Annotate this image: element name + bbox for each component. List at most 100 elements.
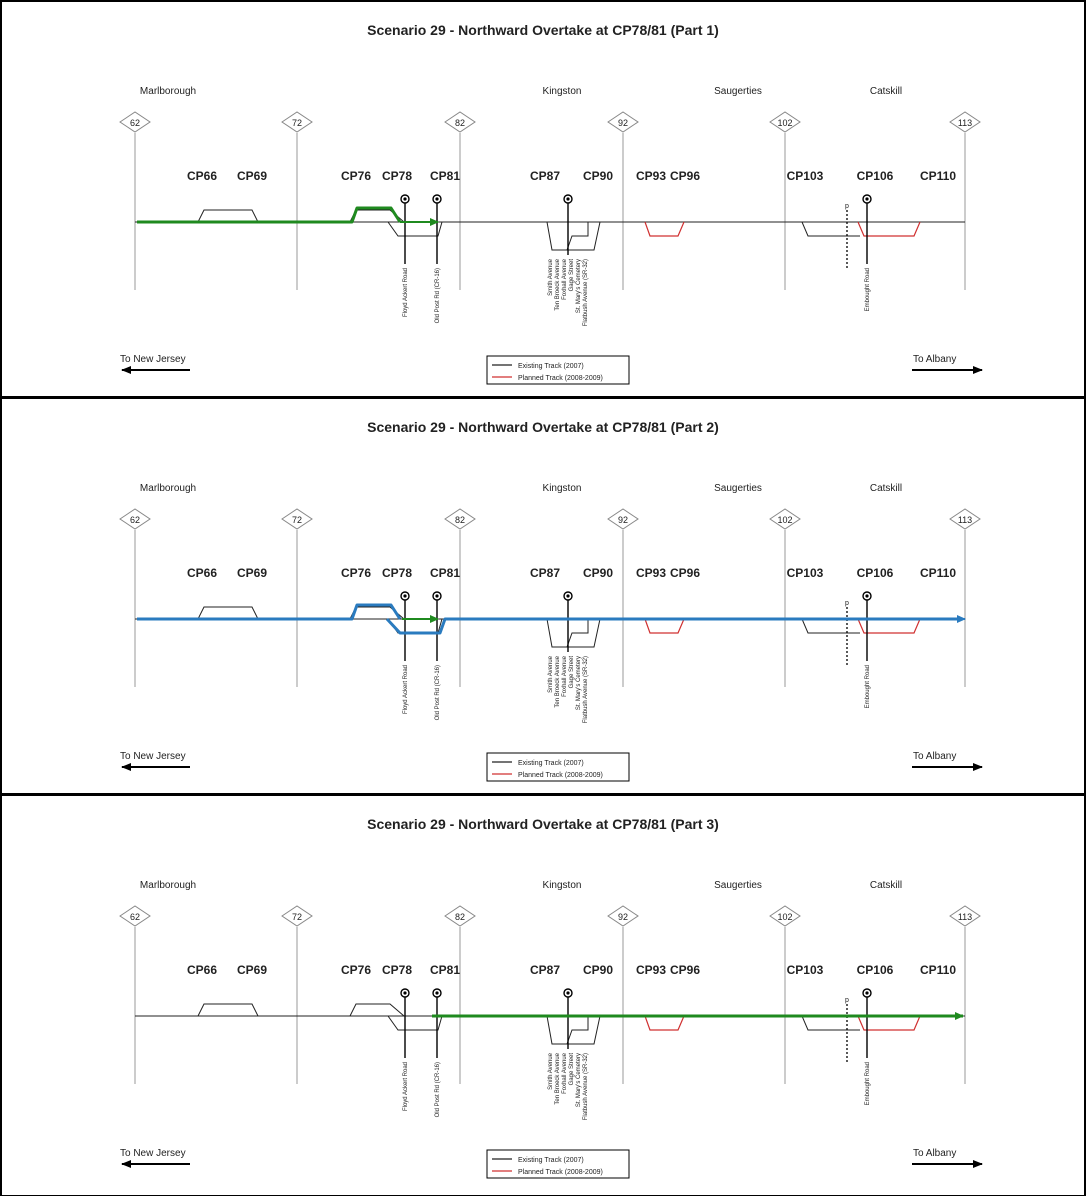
kingston-street-label: St. Mary's Cemetery: [576, 1053, 582, 1107]
crossing-floyd-icon-dot: [403, 197, 407, 201]
milepost-label: 113: [958, 515, 972, 525]
kingston-street-label: Foxhall Avenue: [562, 1052, 568, 1094]
siding-cp78-cp81-lower: [362, 618, 443, 634]
milepost-marker: [119, 111, 151, 133]
milepost-label: 72: [292, 118, 302, 128]
control-point-label: CP66: [187, 566, 217, 580]
kingston-street-label: Ten Broeck Avenue: [555, 1052, 561, 1104]
town-label: Catskill: [870, 880, 902, 891]
town-label: Kingston: [543, 86, 582, 97]
milepost-label: 62: [130, 118, 140, 128]
town-label: Marlborough: [140, 880, 196, 891]
direction-north-label: To Albany: [913, 751, 956, 762]
yard-kingston-inner: [566, 1016, 589, 1045]
crossing-embought-icon-dot: [865, 197, 869, 201]
panel-1: Scenario 29 - Northward Overtake at CP78…: [0, 0, 1086, 398]
planned-siding-cp106-cp110: [857, 618, 921, 634]
panel-title: Scenario 29 - Northward Overtake at CP78…: [367, 816, 719, 832]
siding-cp66-cp69: [197, 1003, 259, 1017]
control-point-label: CP69: [237, 963, 267, 977]
control-point-label: CP106: [857, 169, 894, 183]
milepost-label: 82: [455, 118, 465, 128]
crossing-oldpost-label: Old Post Rd (CR-16): [435, 665, 441, 720]
yard-kingston-inner: [566, 619, 589, 648]
milepost-marker: [949, 111, 981, 133]
kingston-street-label: Flatbush Avenue (SR-32): [583, 1053, 589, 1120]
legend-existing-label: Existing Track (2007): [518, 760, 584, 767]
control-point-label: CP93: [636, 169, 666, 183]
kingston-street-label: Foxhall Avenue: [562, 258, 568, 300]
milepost-marker: [769, 905, 801, 927]
milepost-label: 92: [618, 118, 628, 128]
direction-north-label: To Albany: [913, 354, 956, 365]
control-point-label: CP87: [530, 566, 560, 580]
kingston-street-label: Gage Street: [569, 656, 575, 689]
kingston-street-label: Smith Avenue: [548, 1052, 554, 1090]
control-point-label: CP110: [920, 566, 956, 580]
milepost-marker: [281, 111, 313, 133]
control-point-label: CP96: [670, 169, 700, 183]
kingston-street-label: St. Mary's Cemetery: [576, 259, 582, 313]
milepost-label: 102: [777, 515, 792, 525]
milepost-marker: [949, 905, 981, 927]
direction-south-label: To New Jersey: [120, 1148, 186, 1159]
kingston-street-label: Ten Broeck Avenue: [555, 655, 561, 707]
train-route-blue-overtake: [137, 603, 402, 621]
kingston-street-label: Flatbush Avenue (SR-32): [583, 656, 589, 723]
planned-siding-cp106-cp110: [857, 1015, 921, 1031]
control-point-label: CP78: [382, 963, 412, 977]
crossing-oldpost-icon-dot: [435, 197, 439, 201]
crossing-oldpost-icon-dot: [435, 991, 439, 995]
kingston-street-label: Gage Street: [569, 1053, 575, 1086]
direction-north-label: To Albany: [913, 1148, 956, 1159]
control-point-label: CP69: [237, 169, 267, 183]
legend-planned-label: Planned Track (2008-2009): [518, 1169, 603, 1176]
control-point-label: CP90: [583, 963, 613, 977]
panel-title: Scenario 29 - Northward Overtake at CP78…: [367, 22, 719, 38]
control-point-label: CP110: [920, 169, 956, 183]
crossing-embought-label: Embought Road: [865, 268, 871, 311]
control-point-label: CP87: [530, 169, 560, 183]
milepost-marker: [607, 111, 639, 133]
milepost-label: 102: [777, 912, 792, 922]
control-point-label: CP81: [430, 963, 460, 977]
crossing-oldpost-label: Old Post Rd (CR-16): [435, 268, 441, 323]
legend: Existing Track (2007) Planned Track (2008…: [486, 752, 630, 782]
control-point-label: CP103: [787, 169, 824, 183]
control-point-label: CP90: [583, 169, 613, 183]
legend-box: [486, 355, 630, 385]
milepost-marker: [607, 905, 639, 927]
kingston-street-label: Smith Avenue: [548, 258, 554, 296]
milepost-marker: [444, 111, 476, 133]
signal-letter: p: [845, 600, 849, 607]
milepost-label: 113: [958, 118, 972, 128]
planned-siding-cp93-cp96: [644, 1015, 685, 1031]
panel-frame: [0, 794, 1086, 1196]
milepost-marker: [949, 508, 981, 530]
milepost-marker: [444, 905, 476, 927]
town-label: Saugerties: [714, 880, 762, 891]
siding-cp66-cp69: [197, 209, 259, 223]
crossing-embought-label: Embought Road: [865, 665, 871, 708]
siding-cp66-cp69: [197, 606, 259, 620]
panel-frame: [0, 397, 1086, 795]
town-label: Marlborough: [140, 86, 196, 97]
milepost-marker: [281, 905, 313, 927]
control-point-label: CP93: [636, 963, 666, 977]
siding-cp78-cp81-lower: [362, 1015, 443, 1031]
control-point-label: CP76: [341, 169, 371, 183]
control-point-label: CP103: [787, 566, 824, 580]
control-point-label: CP78: [382, 566, 412, 580]
legend-existing-label: Existing Track (2007): [518, 1157, 584, 1164]
town-label: Kingston: [543, 880, 582, 891]
train-route-green: [137, 206, 402, 224]
panel-3: Scenario 29 - Northward Overtake at CP78…: [0, 794, 1086, 1196]
milepost-label: 92: [618, 515, 628, 525]
crossing-kingston-icon-dot: [566, 991, 570, 995]
milepost-marker: [769, 508, 801, 530]
crossing-floyd-icon-dot: [403, 594, 407, 598]
legend-existing-label: Existing Track (2007): [518, 363, 584, 370]
siding-cp103: [801, 618, 860, 634]
siding-cp76-cp78-upper: [349, 1003, 405, 1017]
